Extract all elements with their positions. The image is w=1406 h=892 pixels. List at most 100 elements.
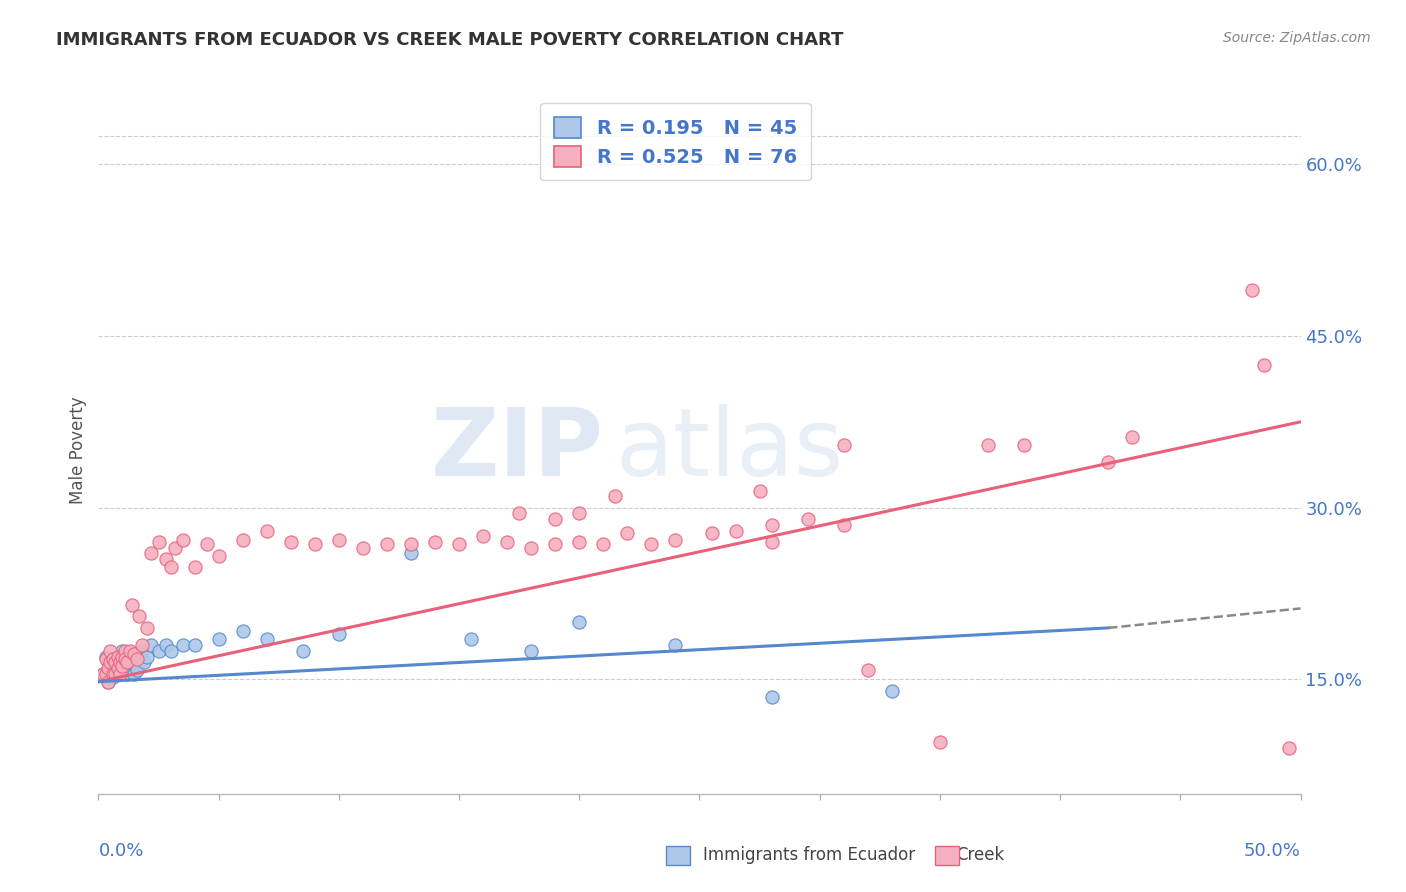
Point xyxy=(1097,455,1119,469)
Point xyxy=(256,524,278,538)
Point xyxy=(135,649,157,664)
Point xyxy=(159,644,181,658)
Point xyxy=(208,549,231,563)
Point xyxy=(94,652,117,666)
Point xyxy=(104,663,127,677)
Point xyxy=(761,690,783,704)
Point xyxy=(568,535,591,549)
Point xyxy=(640,537,662,551)
Point xyxy=(148,644,170,658)
Point xyxy=(568,615,591,630)
Point xyxy=(94,666,117,681)
Point xyxy=(291,644,314,658)
Point xyxy=(761,535,783,549)
Point xyxy=(796,512,818,526)
Point xyxy=(128,647,150,661)
Point xyxy=(880,683,903,698)
Point xyxy=(107,649,129,664)
Point xyxy=(508,507,530,521)
Point xyxy=(304,537,326,551)
Point xyxy=(159,560,181,574)
Point xyxy=(256,632,278,647)
Point xyxy=(114,652,136,666)
Point xyxy=(124,666,146,681)
Point xyxy=(399,537,422,551)
Point xyxy=(832,517,855,532)
Point xyxy=(121,647,143,661)
Point xyxy=(141,638,163,652)
Point xyxy=(107,661,129,675)
Point xyxy=(108,655,131,669)
Point xyxy=(131,638,153,652)
Point xyxy=(114,644,136,658)
Point xyxy=(280,535,302,549)
Point xyxy=(195,537,218,551)
Point xyxy=(91,666,114,681)
Point xyxy=(155,638,177,652)
Point xyxy=(977,438,1000,452)
Point xyxy=(172,533,194,547)
Point xyxy=(155,552,177,566)
Point xyxy=(1012,438,1035,452)
Point xyxy=(117,666,139,681)
Point xyxy=(91,666,114,681)
Point xyxy=(97,674,120,689)
Point xyxy=(664,533,686,547)
Point xyxy=(165,541,187,555)
Point xyxy=(141,546,163,561)
Point xyxy=(104,655,127,669)
Point xyxy=(232,533,254,547)
Point xyxy=(100,655,122,669)
Point xyxy=(1277,741,1299,756)
Point xyxy=(124,647,146,661)
Point xyxy=(352,541,374,555)
Legend: R = 0.195   N = 45, R = 0.525   N = 76: R = 0.195 N = 45, R = 0.525 N = 76 xyxy=(540,103,811,180)
Text: atlas: atlas xyxy=(616,404,844,497)
Text: 0.0%: 0.0% xyxy=(98,842,143,860)
Point xyxy=(97,674,120,689)
Point xyxy=(104,666,127,681)
Point xyxy=(520,541,543,555)
Point xyxy=(101,661,124,675)
Point xyxy=(124,655,146,669)
Point xyxy=(605,489,627,503)
Point xyxy=(97,655,120,669)
Point xyxy=(94,649,117,664)
Point xyxy=(101,670,124,684)
Y-axis label: Male Poverty: Male Poverty xyxy=(69,397,87,504)
Text: Source: ZipAtlas.com: Source: ZipAtlas.com xyxy=(1223,31,1371,45)
Point xyxy=(761,517,783,532)
Point xyxy=(496,535,519,549)
Point xyxy=(399,546,422,561)
Text: 50.0%: 50.0% xyxy=(1244,842,1301,860)
Point xyxy=(328,533,350,547)
Point xyxy=(128,609,150,624)
Point xyxy=(101,666,124,681)
Point xyxy=(568,507,591,521)
Point xyxy=(108,666,131,681)
Point xyxy=(748,483,770,498)
Point xyxy=(114,658,136,673)
Point xyxy=(131,644,153,658)
Point xyxy=(592,537,614,551)
Point xyxy=(520,644,543,658)
Point xyxy=(544,537,567,551)
Text: ZIP: ZIP xyxy=(430,404,603,497)
Point xyxy=(107,658,129,673)
Point xyxy=(135,621,157,635)
Point xyxy=(117,655,139,669)
Point xyxy=(700,525,723,540)
Point xyxy=(111,658,134,673)
Point xyxy=(375,537,398,551)
Text: Creek: Creek xyxy=(956,846,1004,863)
Point xyxy=(117,652,139,666)
Point xyxy=(1241,283,1264,297)
Point xyxy=(172,638,194,652)
Point xyxy=(544,512,567,526)
Point xyxy=(111,649,134,664)
Point xyxy=(460,632,482,647)
Point xyxy=(472,529,495,543)
Point xyxy=(132,655,155,669)
Point xyxy=(232,624,254,639)
Point xyxy=(121,598,143,612)
